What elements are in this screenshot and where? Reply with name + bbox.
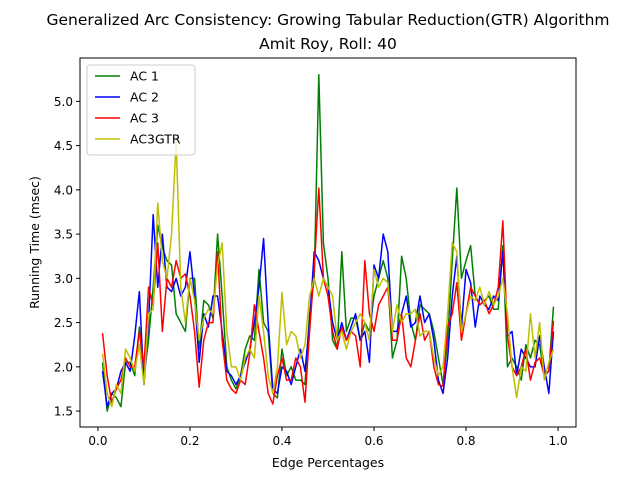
legend-box xyxy=(86,64,196,156)
legend-label-3: AC 3 xyxy=(130,111,159,126)
legend: AC 1 AC 2 AC 3 AC3GTR xyxy=(86,64,196,156)
series-line-4 xyxy=(101,140,555,408)
legend-label-1: AC 1 xyxy=(130,69,159,84)
x-tick-label: 1.0 xyxy=(549,434,568,448)
x-tick-label: 0.6 xyxy=(364,434,383,448)
y-tick-label: 4.5 xyxy=(54,139,73,153)
y-tick-label: 2.0 xyxy=(54,360,73,374)
series-layer xyxy=(101,74,555,412)
chart-subtitle: Amit Roy, Roll: 40 xyxy=(259,35,397,53)
x-axis: 0.0 0.2 0.4 0.6 0.8 1.0 xyxy=(88,427,568,448)
y-tick-label: 4.0 xyxy=(54,183,73,197)
x-axis-label: Edge Percentages xyxy=(272,455,384,470)
y-axis-label: Running Time (msec) xyxy=(27,176,42,309)
x-tick-label: 0.4 xyxy=(272,434,291,448)
x-tick-label: 0.8 xyxy=(456,434,475,448)
legend-items: AC 1 AC 2 AC 3 AC3GTR xyxy=(95,69,181,147)
legend-label-2: AC 2 xyxy=(130,90,159,105)
x-tick-label: 0.0 xyxy=(88,434,107,448)
y-tick-label: 3.5 xyxy=(54,228,73,242)
series-line-3 xyxy=(101,187,555,405)
chart-title: Generalized Arc Consistency: Growing Tab… xyxy=(46,11,609,29)
y-axis: 1.5 2.0 2.5 3.0 3.5 4.0 4.5 5.0 xyxy=(54,95,80,419)
y-tick-label: 2.5 xyxy=(54,316,73,330)
y-tick-label: 1.5 xyxy=(54,405,73,419)
x-tick-label: 0.2 xyxy=(180,434,199,448)
plot-frame xyxy=(79,57,577,428)
y-tick-label: 3.0 xyxy=(54,272,73,286)
y-tick-label: 5.0 xyxy=(54,95,73,109)
legend-label-4: AC3GTR xyxy=(130,132,181,147)
